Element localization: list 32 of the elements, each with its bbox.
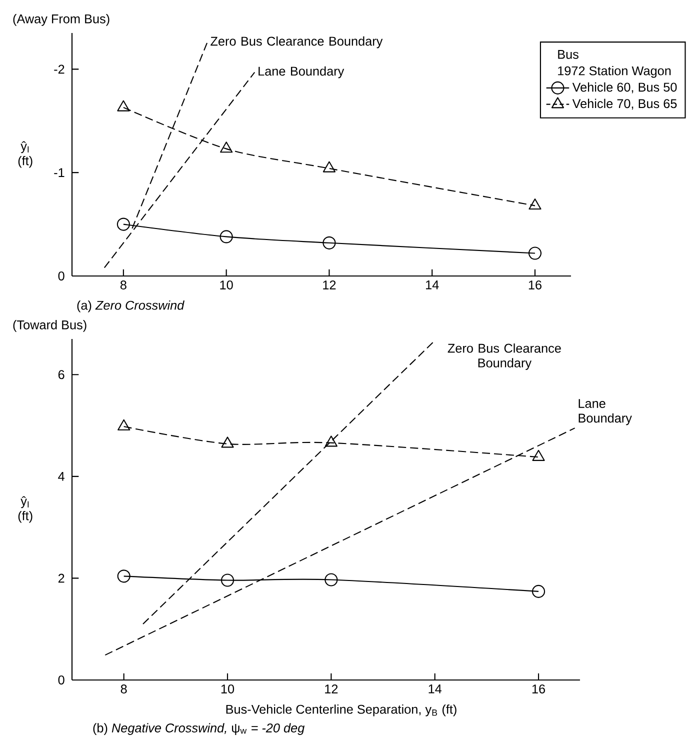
x-tick-label: 14 [428,684,442,694]
legend-title: Bus [558,50,578,59]
x-tick-label: 10 [220,280,233,290]
y-tick-label: 2 [58,574,64,583]
text: (Toward Bus) [13,320,86,332]
series-label: Lane Boundary [258,66,344,78]
legend-label: Vehicle 60, Bus 50 [572,82,677,94]
x-tick-label: 10 [221,684,234,694]
y-tick-label: 6 [58,370,64,380]
text: (b) Negative Crosswind, ψ$_{w}$ = -20 deg [93,723,305,735]
x-tick-label: 12 [325,684,338,694]
text: (a) Zero Crosswind [77,300,184,312]
legend-label: Vehicle 70, Bus 65 [572,98,677,110]
x-axis-title: Bus-Vehicle Centerline Separation, y$_{B}$ (ft) [226,704,456,716]
x-tick-label: 8 [120,280,126,290]
y-axis-title: ŷ$_{I}$ (ft) [18,496,32,523]
y-tick-label: -1 [54,168,64,177]
x-tick-label: 16 [532,684,545,694]
series-label: Lane Boundary [578,399,632,426]
x-tick-label: 8 [120,684,127,694]
x-tick-label: 12 [323,280,336,290]
y-tick-label: -2 [54,64,64,74]
x-tick-label: 14 [426,280,439,290]
x-tick-label: 16 [528,280,542,290]
y-tick-label: 4 [58,472,64,481]
text: (Away From Bus) [13,14,110,26]
series-label: Zero Bus Clearance Boundary [448,343,561,370]
y-tick-label: 0 [58,272,64,280]
annotation: 1972 Station Wagon [558,66,671,78]
series-label: Zero Bus Clearance Boundary [210,36,383,48]
y-axis-title: ŷ$_{I}$ (ft) [18,141,32,168]
y-tick-label: 0 [58,676,64,684]
